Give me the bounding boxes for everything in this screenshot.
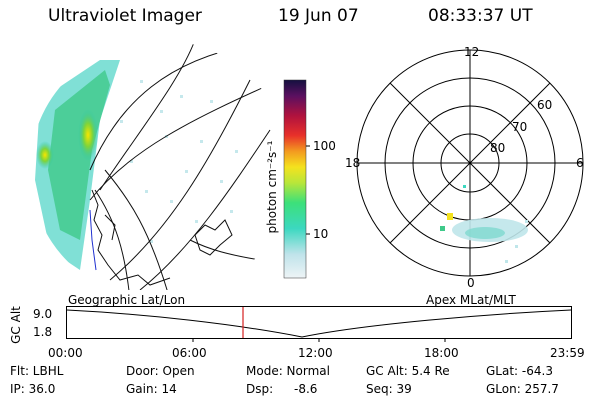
dsp-value: -8.6 <box>294 382 318 396</box>
mlt-label-12: 12 <box>464 45 480 59</box>
instrument-title: Ultraviolet Imager <box>48 6 202 26</box>
colorbar <box>283 79 310 279</box>
date-label: 19 Jun 07 <box>278 6 359 26</box>
altitude-xtick-1200: 12:00 <box>298 346 333 360</box>
right-caption: Apex MLat/MLT <box>426 293 516 307</box>
lat-label-80: 80 <box>490 141 506 155</box>
mlt-label-0: 0 <box>467 276 475 290</box>
mode-status: Mode: Normal <box>246 364 330 378</box>
altitude-xtick-2359: 23:59 <box>550 346 585 360</box>
colorbar-unit-label: photon cm⁻²s⁻¹ <box>265 140 279 234</box>
time-label: 08:33:37 UT <box>428 6 533 26</box>
lat-label-70: 70 <box>512 120 528 134</box>
altitude-ytick-9: 9.0 <box>33 307 53 321</box>
gain-status: Gain: 14 <box>126 382 177 396</box>
altitude-plot <box>66 306 572 342</box>
geographic-image <box>35 40 280 290</box>
altitude-xtick-0000: 00:00 <box>48 346 83 360</box>
colorbar-tick-10: 10 <box>313 227 329 241</box>
glat-status: GLat: -64.3 <box>486 364 553 378</box>
altitude-ylabel: GC Alt <box>9 306 23 344</box>
lat-label-60: 60 <box>537 98 553 112</box>
mlt-label-18: 18 <box>345 156 361 170</box>
seq-status: Seq: 39 <box>366 382 412 396</box>
altitude-xtick-1800: 18:00 <box>424 346 459 360</box>
colorbar-tick-100: 100 <box>313 139 336 153</box>
altitude-ytick-1-8: 1.8 <box>33 325 53 339</box>
left-caption: Geographic Lat/Lon <box>68 293 186 307</box>
dsp-label: Dsp: <box>246 382 274 396</box>
door-status: Door: Open <box>126 364 195 378</box>
mlt-label-6: 6 <box>576 156 584 170</box>
filter-status: Flt: LBHL <box>10 364 64 378</box>
ip-status: IP: 36.0 <box>10 382 56 396</box>
polar-plot <box>356 49 584 277</box>
altitude-xtick-0600: 06:00 <box>172 346 207 360</box>
gc-alt-status: GC Alt: 5.4 Re <box>366 364 450 378</box>
glon-status: GLon: 257.7 <box>486 382 559 396</box>
